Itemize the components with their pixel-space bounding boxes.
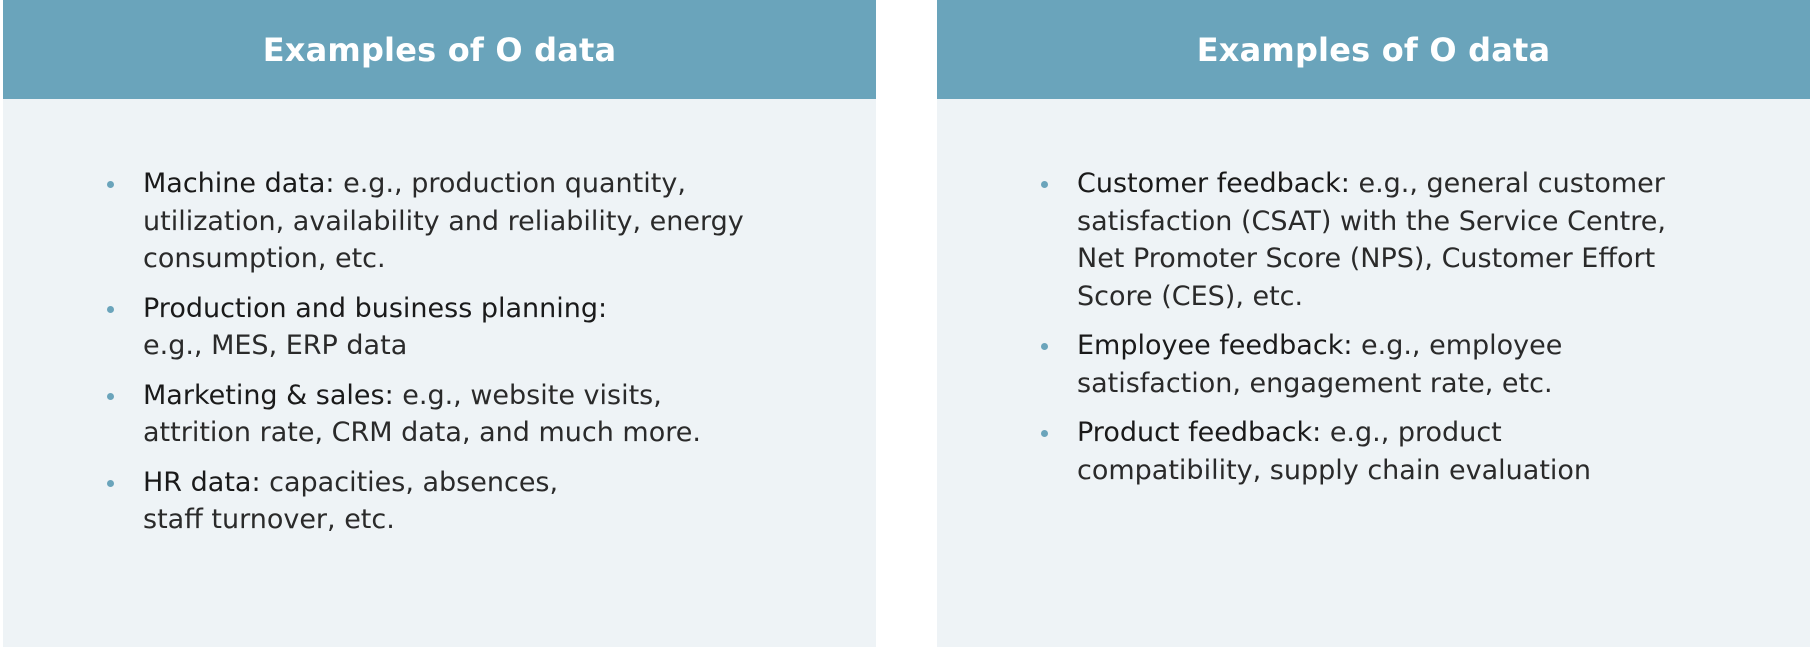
bullet-icon: [1041, 343, 1048, 350]
item-term: Customer feedback:: [1077, 168, 1350, 199]
list-item-hr-data: HR data: capacities, absences, staff tur…: [99, 464, 779, 539]
item-text: e.g., website visits,: [393, 379, 662, 411]
list-item-employee-feedback: Employee feedback: e.g., employee satisf…: [1033, 327, 1713, 402]
bullet-list: Customer feedback: e.g., general custome…: [1033, 165, 1713, 501]
panel-title: Examples of O data: [3, 0, 876, 99]
list-item-marketing-sales: Marketing & sales: e.g., website visits,…: [99, 377, 779, 452]
bullet-icon: [107, 181, 114, 188]
item-line: e.g., MES, ERP data: [143, 330, 408, 361]
bullet-icon: [1041, 181, 1048, 188]
item-term: Machine data:: [143, 168, 335, 199]
bullet-icon: [107, 392, 114, 400]
item-line: compatibility, supply chain evaluation: [1077, 454, 1592, 486]
item-text: e.g., production quantity,: [334, 168, 686, 199]
item-text: capacities, absences,: [260, 466, 559, 498]
bullet-icon: [1041, 430, 1048, 437]
item-text: e.g., employee: [1352, 330, 1563, 361]
item-line: Net Promoter Score (NPS), Customer Effor…: [1077, 243, 1656, 274]
item-line: Score (CES), etc.: [1077, 280, 1304, 312]
item-line: Marketing & sales: e.g., website visits,: [143, 377, 779, 415]
item-line: Customer feedback: e.g., general custome…: [1077, 165, 1713, 203]
item-text: e.g., general customer: [1349, 168, 1665, 199]
list-item-product-feedback: Product feedback: e.g., product compatib…: [1033, 414, 1713, 489]
item-term: Marketing & sales:: [143, 379, 394, 411]
item-line: Employee feedback: e.g., employee: [1077, 327, 1713, 365]
item-term: Employee feedback:: [1077, 330, 1353, 361]
item-line: HR data: capacities, absences,: [143, 464, 779, 502]
bullet-icon: [107, 479, 114, 487]
bullet-icon: [107, 305, 114, 313]
item-term: HR data:: [143, 466, 261, 498]
list-item-machine-data: Machine data: e.g., production quantity,…: [99, 165, 779, 278]
item-line: attrition rate, CRM data, and much more.: [143, 417, 701, 448]
right-panel: Examples of O data Customer feedback: e.…: [937, 0, 1810, 647]
item-text: e.g., product: [1321, 417, 1502, 448]
item-line: Production and business planning:: [143, 290, 779, 328]
list-item-production-planning: Production and business planning: e.g., …: [99, 290, 779, 365]
item-term: Production and business planning:: [143, 292, 608, 324]
item-line: satisfaction, engagement rate, etc.: [1077, 367, 1553, 399]
item-line: staff turnover, etc.: [143, 504, 395, 535]
item-line: utilization, availability and reliabilit…: [143, 205, 744, 237]
bullet-list: Machine data: e.g., production quantity,…: [99, 165, 779, 551]
item-line: satisfaction (CSAT) with the Service Cen…: [1077, 205, 1666, 237]
item-line: Machine data: e.g., production quantity,: [143, 165, 779, 203]
item-term: Product feedback:: [1077, 417, 1322, 448]
panel-title: Examples of O data: [937, 0, 1810, 99]
left-panel: Examples of O data Machine data: e.g., p…: [3, 0, 876, 647]
list-item-customer-feedback: Customer feedback: e.g., general custome…: [1033, 165, 1713, 315]
item-line: consumption, etc.: [143, 243, 386, 274]
item-line: Product feedback: e.g., product: [1077, 414, 1713, 452]
